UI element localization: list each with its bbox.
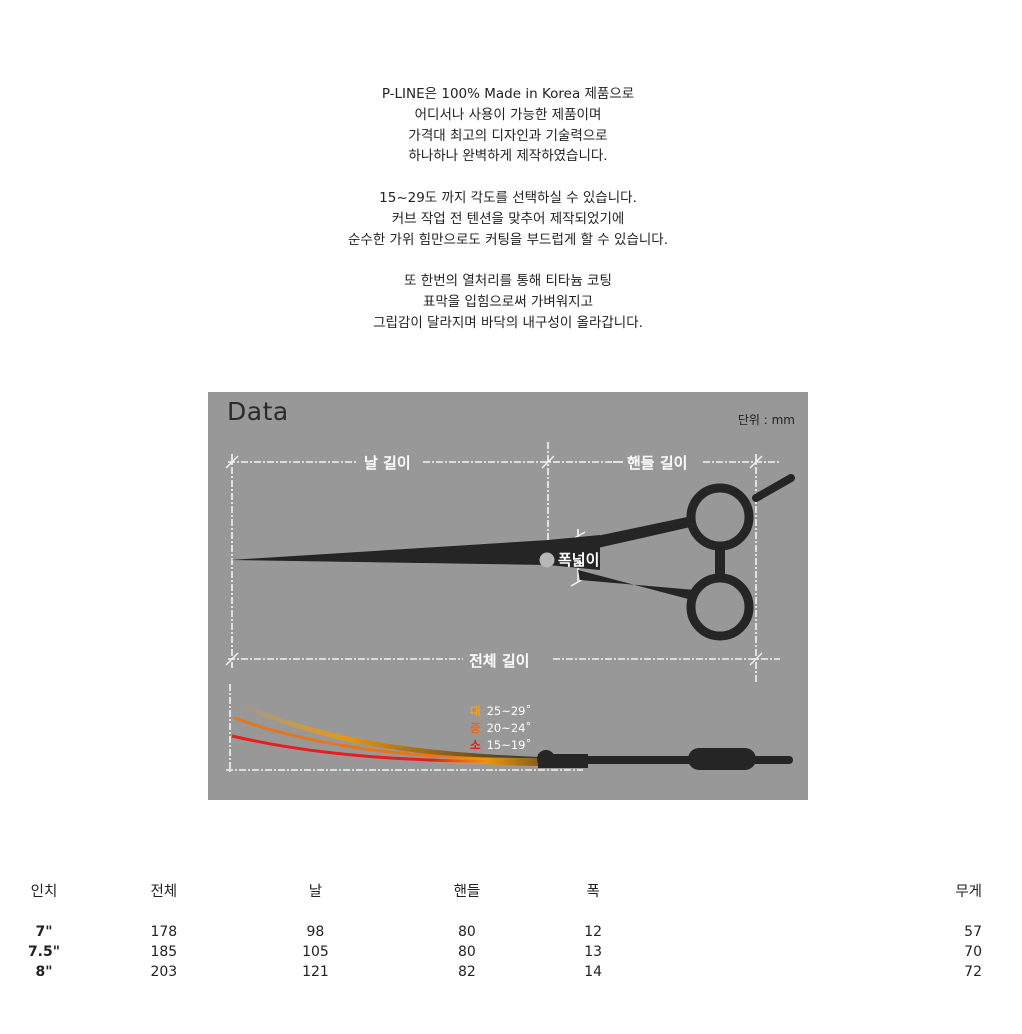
angle-medium: 중 20~24˚ [470,720,531,736]
column-header: 폭 [586,883,600,900]
angle-key: 대 [470,704,481,718]
cell-blade: 98 [306,924,325,940]
column-header: 인치 [30,883,58,900]
column-header: 무게 [955,883,982,900]
angle-range: 15~19˚ [486,738,532,752]
scissors-drawing [225,442,795,772]
table-row: 7" 178 98 80 12 57 [0,922,1022,942]
cell-handle: 80 [458,924,476,940]
scissors-diagram: Data 단위 : mm 날 길이 핸들 길이 폭넓이 전체 길이 대 25~29… [208,392,808,800]
cell-width: 14 [584,964,603,980]
angle-key: 소 [470,738,481,752]
cell-blade: 121 [302,964,329,980]
intro-line: 가격대 최고의 디자인과 기술력으로 [408,127,608,144]
dimension-lines [226,442,780,772]
intro-line: 하나하나 완벽하게 제작하였습니다. [408,148,608,165]
blade-length-label: 날 길이 [364,454,411,472]
unit-label: 단위 : mm [737,413,795,427]
column-header: 날 [308,883,323,900]
angle-large: 대 25~29˚ [470,703,531,719]
intro-paragraph-2: 15~29도 까지 각도를 선택하실 수 있습니다. 커브 작업 전 텐션을 맞… [0,188,1016,250]
pivot-screw [539,552,555,568]
cell-handle: 82 [458,964,476,980]
intro-line: 그립감이 달라지며 바닥의 내구성이 올라갑니다. [373,314,643,331]
cell-total: 203 [150,964,178,980]
cell-total: 178 [150,924,178,940]
cell-inch: 7" [35,924,53,940]
scissors-top-view [230,474,795,641]
intro-line: P-LINE은 100% Made in Korea 제품으로 [381,86,635,102]
cell-total: 185 [150,944,178,960]
scissors-side-view [231,701,793,770]
column-header: 전체 [150,883,178,900]
intro-line: 또 한번의 열처리를 통해 티타늄 코팅 [404,273,612,290]
diagram-title: Data [227,397,289,426]
intro-line: 표막을 입힘으로써 가벼워지고 [422,293,594,310]
width-label: 폭넓이 [558,551,600,569]
intro-paragraph-3: 또 한번의 열처리를 통해 티타늄 코팅 표막을 입힘으로써 가벼워지고 그립감… [0,271,1016,333]
column-header: 핸들 [453,883,481,900]
cell-weight: 57 [964,924,982,940]
cell-width: 13 [584,944,603,960]
handle-length-label: 핸들 길이 [627,454,688,472]
intro-text: P-LINE은 100% Made in Korea 제품으로 어디서나 사용이… [0,84,1016,354]
cell-inch: 7.5" [27,944,61,960]
cell-blade: 105 [302,944,329,960]
cell-weight: 70 [964,944,982,960]
cell-width: 12 [584,924,603,940]
table-row: 8" 203 121 82 14 72 [0,962,1022,982]
cell-handle: 80 [458,944,476,960]
total-length-label: 전체 길이 [469,652,530,670]
intro-line: 어디서나 사용이 가능한 제품이며 [414,106,602,123]
intro-line: 순수한 가위 힘만으로도 커팅을 부드럽게 할 수 있습니다. [348,231,668,248]
angle-range: 25~29˚ [486,704,532,718]
intro-line: 15~29도 까지 각도를 선택하실 수 있습니다. [379,189,637,206]
angle-key: 중 [470,721,481,735]
spec-table: 인치 전체 날 핸들 폭 무게 7" 178 98 80 12 57 7.5" … [0,878,1022,982]
table-row: 7.5" 185 105 80 13 70 [0,942,1022,962]
angle-range: 20~24˚ [486,721,532,735]
cell-weight: 72 [964,964,982,980]
angle-small: 소 15~19˚ [470,737,531,753]
intro-line: 커브 작업 전 텐션을 맞추어 제작되었기에 [391,210,625,227]
table-header-row: 인치 전체 날 핸들 폭 무게 [0,878,1022,902]
intro-paragraph-1: P-LINE은 100% Made in Korea 제품으로 어디서나 사용이… [0,84,1016,167]
cell-inch: 8" [35,964,53,980]
